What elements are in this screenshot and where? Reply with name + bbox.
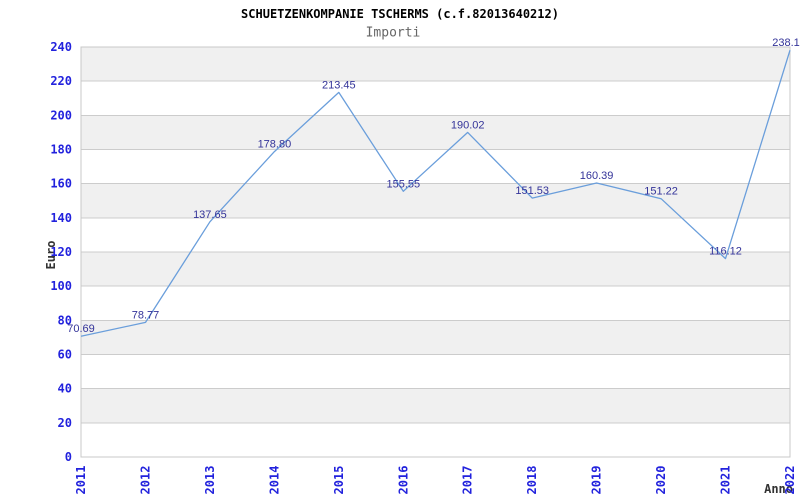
plot-border: [80, 46, 791, 458]
data-point-label: 116.12: [709, 246, 742, 258]
y-axis-tick-label: 60: [58, 348, 72, 362]
y-axis-tick-label: 0: [65, 450, 72, 464]
data-point-label: 178.80: [258, 139, 292, 151]
plot-band: [81, 115, 790, 150]
data-point-label: 78.77: [132, 309, 160, 321]
y-axis-tick-label: 240: [50, 40, 72, 54]
y-axis-tick-label: 40: [58, 382, 72, 396]
y-axis-tick-label: 80: [58, 313, 72, 327]
y-axis-tick-label: 140: [50, 211, 72, 225]
y-axis-tick-label: 180: [50, 143, 72, 157]
data-point-label: 151.53: [515, 185, 549, 197]
plot-band: [81, 388, 790, 423]
plot-band: [81, 320, 790, 355]
data-point-label: 137.65: [193, 209, 227, 221]
chart-title: SCHUETZENKOMPANIE TSCHERMS (c.f.82013640…: [241, 7, 559, 21]
x-axis-tick-label: 2016: [396, 466, 410, 495]
x-axis-tick-label: 2022: [783, 466, 797, 495]
data-point-label: 151.22: [644, 186, 678, 198]
data-point-label: 190.02: [451, 119, 485, 131]
x-axis-tick-label: 2012: [139, 466, 153, 495]
data-point-label: 238.1: [772, 37, 800, 49]
data-point-label: 213.45: [322, 79, 356, 91]
data-point-label: 70.69: [67, 323, 95, 335]
x-axis-tick-label: 2011: [74, 466, 88, 495]
x-axis-tick-label: 2019: [590, 466, 604, 495]
x-axis-title: Anno: [764, 482, 793, 496]
x-axis-tick-label: 2020: [654, 466, 668, 495]
x-axis-tick-label: 2015: [332, 466, 346, 495]
plot-band: [81, 183, 790, 218]
y-axis-tick-label: 200: [50, 108, 72, 122]
data-point-label: 160.39: [580, 170, 614, 182]
data-point-label: 155.55: [386, 178, 420, 190]
x-axis-tick-label: 2021: [719, 466, 733, 495]
y-axis-tick-label: 100: [50, 279, 72, 293]
x-axis-tick-label: 2014: [267, 466, 281, 495]
plot-band: [81, 47, 790, 82]
y-axis-tick-label: 220: [50, 74, 72, 88]
y-axis-tick-label: 20: [58, 416, 72, 430]
plot-band: [81, 252, 790, 287]
x-axis-tick-label: 2017: [461, 466, 475, 495]
x-axis-tick-label: 2018: [525, 466, 539, 495]
x-axis-tick-label: 2013: [203, 466, 217, 495]
chart-subtitle: Importi: [365, 25, 421, 41]
series-line-importi: [80, 50, 791, 337]
y-axis-tick-label: 160: [50, 177, 72, 191]
y-axis-tick-label: 120: [50, 245, 72, 259]
